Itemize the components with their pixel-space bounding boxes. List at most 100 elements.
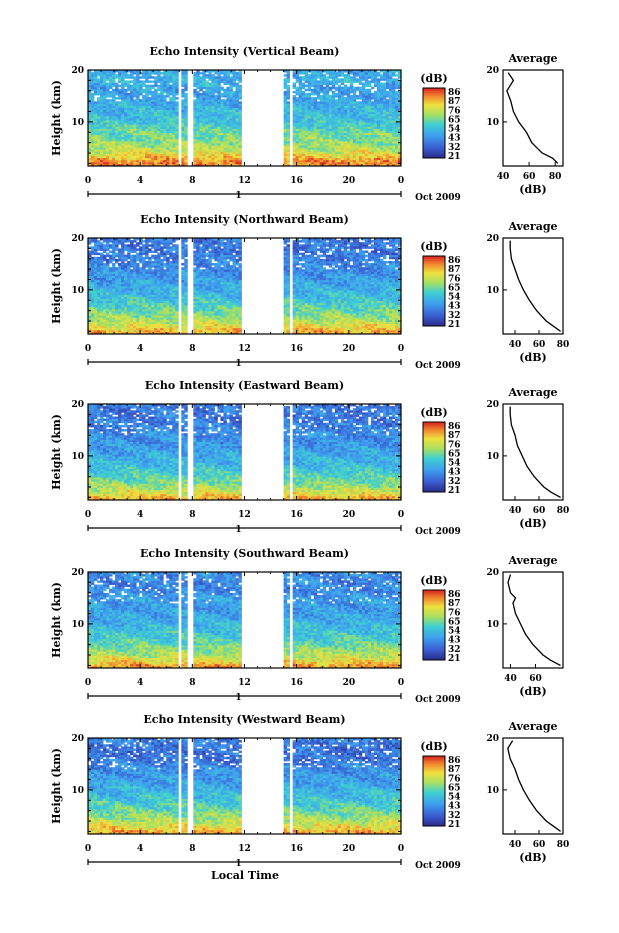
average-title: Average	[507, 220, 557, 233]
average-x-tick-label: 40	[509, 340, 522, 350]
average-title: Average	[507, 386, 557, 399]
x-tick-label: 0	[398, 844, 404, 854]
date-label: Oct 2009	[415, 527, 461, 537]
panel-title: Echo Intensity (Northward Beam)	[140, 213, 349, 226]
average-profile-line	[507, 73, 558, 164]
average-y-tick-label: 10	[486, 786, 499, 796]
x-tick-label: 4	[137, 344, 143, 354]
average-x-tick-label: 60	[533, 840, 546, 850]
x-tick-label: 20	[343, 678, 356, 688]
y-axis-label: Height (km)	[50, 748, 63, 824]
x-tick-label: 16	[290, 510, 303, 520]
date-label: Oct 2009	[415, 193, 461, 203]
heatmap	[88, 404, 401, 500]
average-title: Average	[507, 52, 557, 65]
panel-2: Echo Intensity (Northward Beam)1020Heigh…	[50, 213, 569, 371]
colorbar-unit: (dB)	[420, 406, 447, 419]
y-tick-label: 10	[71, 286, 84, 296]
average-x-tick-label: 80	[557, 340, 570, 350]
y-tick-label: 20	[71, 66, 84, 76]
average-frame	[503, 238, 563, 334]
colorbar	[423, 422, 445, 492]
x-tick-label: 0	[398, 176, 404, 186]
average-x-tick-label: 40	[504, 674, 517, 684]
average-profile-line	[508, 741, 561, 832]
heatmap	[88, 738, 401, 834]
x-tick-label: 0	[85, 510, 91, 520]
y-tick-label: 20	[71, 234, 84, 244]
average-y-tick-label: 10	[486, 286, 499, 296]
average-y-tick-label: 20	[486, 568, 499, 578]
colorbar-unit: (dB)	[420, 740, 447, 753]
x-tick-label: 20	[343, 510, 356, 520]
average-x-label: (dB)	[519, 517, 546, 530]
average-x-tick-label: 80	[557, 506, 570, 516]
x-tick-label: 0	[398, 510, 404, 520]
x-tick-label: 0	[85, 678, 91, 688]
x-tick-label: 16	[290, 344, 303, 354]
y-tick-label: 10	[71, 118, 84, 128]
panel-title: Echo Intensity (Vertical Beam)	[149, 45, 339, 58]
colorbar-tick-label: 21	[448, 820, 461, 830]
panel-3: Echo Intensity (Eastward Beam)1020Height…	[50, 379, 569, 537]
average-x-tick-label: 40	[509, 506, 522, 516]
y-tick-label: 20	[71, 734, 84, 744]
average-y-tick-label: 20	[486, 234, 499, 244]
average-x-tick-label: 80	[549, 172, 562, 182]
average-y-tick-label: 10	[486, 620, 499, 630]
average-x-label: (dB)	[519, 351, 546, 364]
average-y-tick-label: 20	[486, 400, 499, 410]
colorbar-tick-label: 21	[448, 152, 461, 162]
y-tick-label: 10	[71, 786, 84, 796]
panel-5: Echo Intensity (Westward Beam)1020Height…	[50, 713, 569, 871]
heatmap	[88, 70, 401, 166]
y-axis-label: Height (km)	[50, 414, 63, 490]
y-axis-label: Height (km)	[50, 80, 63, 156]
average-title: Average	[507, 554, 557, 567]
average-y-tick-label: 20	[486, 66, 499, 76]
average-x-tick-label: 60	[533, 506, 546, 516]
x-tick-label: 12	[238, 176, 251, 186]
panel-4: Echo Intensity (Southward Beam)1020Heigh…	[50, 547, 563, 705]
average-profile-line	[508, 575, 561, 666]
average-y-tick-label: 10	[486, 118, 499, 128]
x-tick-label: 12	[238, 844, 251, 854]
x-tick-label: 4	[137, 510, 143, 520]
day-label: 1	[235, 359, 241, 369]
x-tick-label: 8	[189, 678, 195, 688]
colorbar-unit: (dB)	[420, 72, 447, 85]
average-x-tick-label: 60	[529, 674, 542, 684]
x-tick-label: 4	[137, 176, 143, 186]
x-tick-label: 16	[290, 176, 303, 186]
local-time-label: Local Time	[211, 869, 279, 882]
average-y-tick-label: 10	[486, 452, 499, 462]
x-tick-label: 8	[189, 510, 195, 520]
heatmap	[88, 238, 401, 334]
average-x-label: (dB)	[519, 851, 546, 864]
x-tick-label: 4	[137, 678, 143, 688]
x-tick-label: 8	[189, 344, 195, 354]
average-frame	[503, 404, 563, 500]
average-x-tick-label: 60	[523, 172, 536, 182]
x-tick-label: 0	[85, 344, 91, 354]
panel-title: Echo Intensity (Westward Beam)	[143, 713, 345, 726]
colorbar-tick-label: 21	[448, 320, 461, 330]
day-label: 1	[235, 191, 241, 201]
x-tick-label: 20	[343, 344, 356, 354]
date-label: Oct 2009	[415, 695, 461, 705]
average-frame	[503, 572, 563, 668]
average-x-label: (dB)	[519, 183, 546, 196]
x-tick-label: 0	[398, 678, 404, 688]
x-tick-label: 4	[137, 844, 143, 854]
colorbar	[423, 590, 445, 660]
y-axis-label: Height (km)	[50, 582, 63, 658]
day-label: 1	[235, 525, 241, 535]
day-label: 1	[235, 859, 241, 869]
average-x-tick-label: 80	[557, 840, 570, 850]
x-tick-label: 16	[290, 844, 303, 854]
average-x-tick-label: 60	[533, 340, 546, 350]
